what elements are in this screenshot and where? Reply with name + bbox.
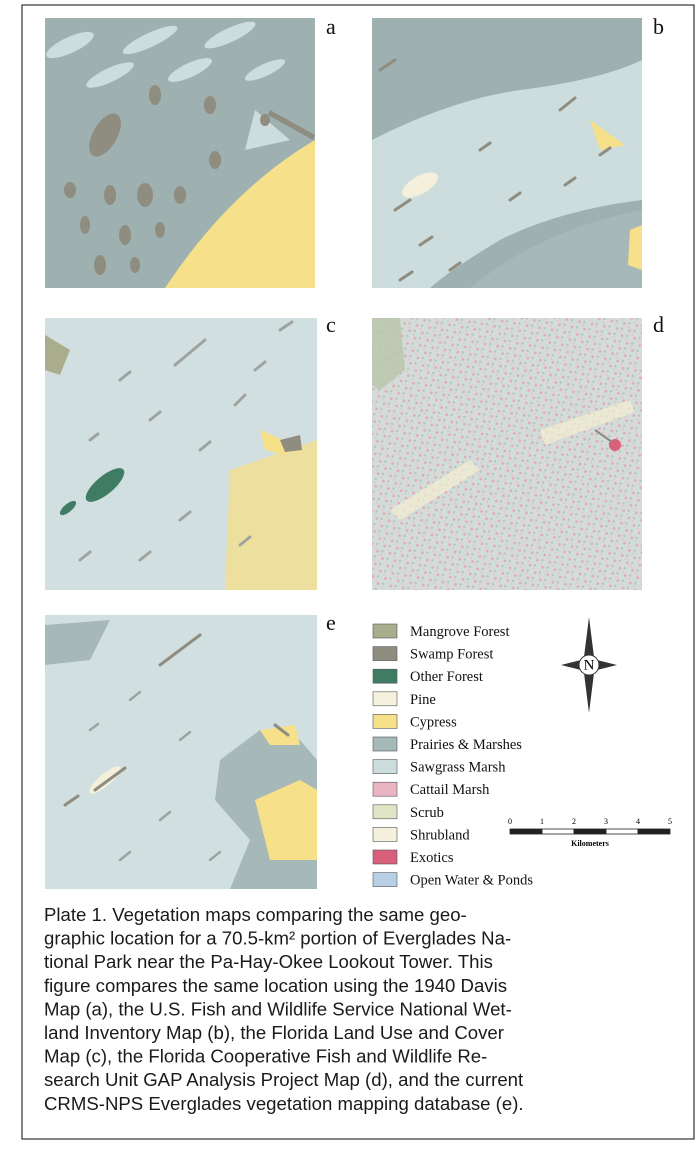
legend-swatch — [373, 692, 397, 706]
legend-label: Cattail Marsh — [410, 782, 490, 798]
scale-segment — [574, 829, 606, 834]
map-a — [43, 17, 315, 288]
legend-swatch — [373, 669, 397, 683]
legend-swatch — [373, 873, 397, 887]
scale-label: 2 — [572, 817, 576, 826]
map-e — [45, 615, 317, 889]
legend-swatch — [373, 827, 397, 841]
legend-label: Exotics — [410, 850, 454, 866]
legend-swatch — [373, 647, 397, 661]
scale-label: 3 — [604, 817, 608, 826]
panel-label: a — [326, 14, 336, 39]
legend-swatch — [373, 805, 397, 819]
panel-label: b — [653, 14, 664, 39]
legend-label: Scrub — [410, 805, 444, 821]
panel-label: e — [326, 610, 336, 635]
figure-plate: N 0 1 2 3 4 5 Kilometers Mangrove Forest Swamp … — [0, 0, 698, 1151]
scale-segment — [606, 829, 638, 834]
caption-line: land Inventory Map (b), the Florida Land… — [44, 1022, 504, 1043]
scale-segment — [542, 829, 574, 834]
caption-line: figure compares the same location using … — [44, 975, 507, 996]
scale-label: 5 — [668, 817, 672, 826]
legend-label: Sawgrass Marsh — [410, 760, 506, 776]
legend-label: Open Water & Ponds — [410, 873, 533, 889]
map-c — [45, 318, 317, 590]
caption: Plate 1. Vegetation maps comparing the s… — [44, 904, 524, 1114]
legend-swatch — [373, 624, 397, 638]
page: N 0 1 2 3 4 5 Kilometers Mangrove Forest Swamp … — [0, 0, 698, 1151]
legend-swatch — [373, 714, 397, 728]
legend-label: Mangrove Forest — [410, 624, 509, 640]
legend-label: Shrubland — [410, 827, 470, 843]
scale-label: 4 — [636, 817, 640, 826]
legend-label: Pine — [410, 692, 436, 708]
legend-label: Prairies & Marshes — [410, 737, 522, 753]
caption-line: search Unit GAP Analysis Project Map (d)… — [44, 1069, 524, 1090]
legend-label: Cypress — [410, 714, 457, 730]
scale-label: 0 — [508, 817, 512, 826]
panel-label: d — [653, 312, 664, 337]
legend-swatch — [373, 782, 397, 796]
compass-label: N — [584, 657, 595, 673]
scale-segment — [510, 829, 542, 834]
legend-swatch — [373, 850, 397, 864]
caption-line: CRMS-NPS Everglades vegetation mapping d… — [44, 1093, 524, 1114]
legend-swatch — [373, 760, 397, 774]
caption-line: Plate 1. Vegetation maps comparing the s… — [44, 904, 467, 925]
caption-line: graphic location for a 70.5-km² portion … — [44, 928, 511, 949]
caption-line: tional Park near the Pa-Hay-Okee Lookout… — [44, 951, 493, 972]
map-d — [372, 318, 642, 590]
legend-label: Swamp Forest — [410, 647, 493, 663]
scale-segment — [638, 829, 670, 834]
caption-line: Map (a), the U.S. Fish and Wildlife Serv… — [44, 998, 512, 1019]
legend-swatch — [373, 737, 397, 751]
map-b — [372, 18, 642, 288]
caption-line: Map (c), the Florida Cooperative Fish an… — [44, 1046, 487, 1067]
legend-label: Other Forest — [410, 669, 483, 685]
panel-label: c — [326, 312, 336, 337]
scale-label: 1 — [540, 817, 544, 826]
scale-unit: Kilometers — [571, 839, 609, 848]
